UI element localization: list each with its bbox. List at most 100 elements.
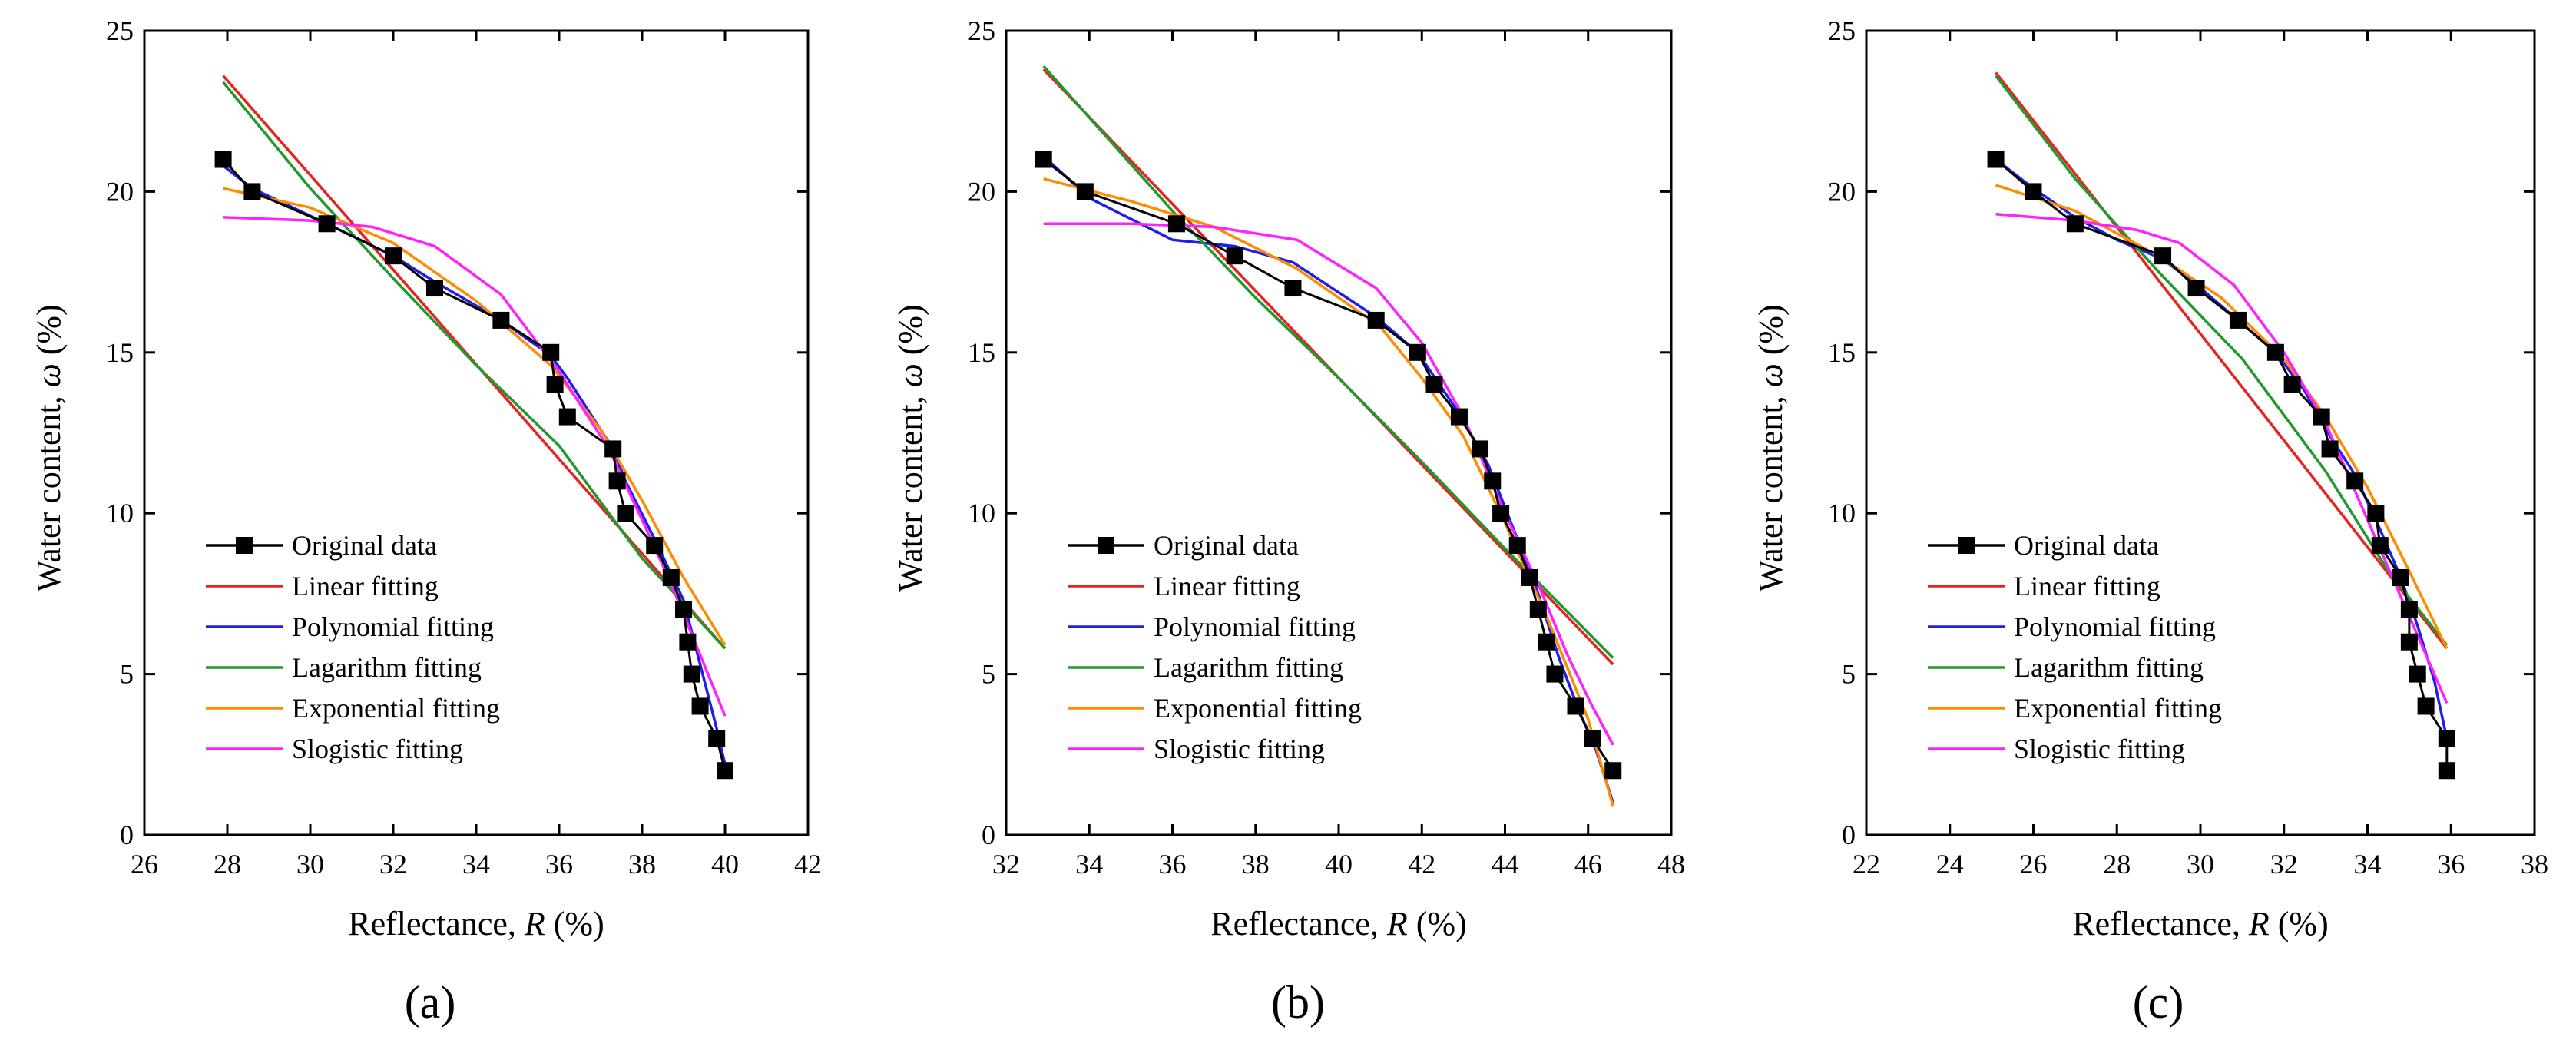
legend-marker [236, 537, 253, 554]
y-axis-title-var: ω [1752, 363, 1790, 387]
data-point [1284, 280, 1302, 297]
data-point [1546, 665, 1564, 683]
y-axis-title-unit: (%) [30, 304, 68, 363]
legend-item: Exponential fitting [206, 693, 500, 724]
x-tick-label: 26 [2020, 849, 2048, 879]
series-linear-fitting [1995, 71, 2449, 650]
y-tick-label: 15 [1828, 337, 1856, 368]
x-tick-label: 34 [2354, 849, 2382, 879]
series-original-data [1035, 151, 1622, 780]
y-tick-label: 10 [1828, 498, 1856, 528]
x-tick-label: 48 [1657, 849, 1685, 879]
data-point [2438, 730, 2455, 747]
data-point [662, 568, 680, 586]
y-tick-label: 25 [106, 15, 134, 46]
x-axis-title-unit: (%) [1408, 905, 1467, 942]
data-point [2229, 311, 2247, 329]
legend-item: Linear fitting [1928, 571, 2160, 601]
data-point [617, 505, 634, 522]
x-tick-label: 26 [131, 849, 158, 879]
legend-item: Original data [206, 530, 437, 561]
data-point [2283, 376, 2301, 393]
series-original-data [214, 151, 733, 780]
y-tick-label: 20 [1828, 176, 1856, 207]
data-point [1987, 151, 2005, 168]
y-axis-title: Water content, ω (%) [1752, 304, 1790, 592]
series-original-data [1987, 151, 2455, 780]
legend-label: Slogistic fitting [1154, 734, 1325, 764]
x-tick-label: 36 [1159, 849, 1187, 879]
y-tick-label: 5 [982, 659, 995, 690]
x-tick-label: 38 [1242, 849, 1270, 879]
x-tick-label: 28 [2103, 849, 2131, 879]
legend-item: Exponential fitting [1068, 693, 1362, 724]
x-tick-label: 34 [462, 849, 490, 879]
x-tick-label: 40 [711, 849, 739, 879]
y-axis-title-text: Water content, [1752, 387, 1790, 591]
x-tick-label: 32 [2270, 849, 2298, 879]
data-point [214, 151, 232, 168]
x-tick-label: 28 [214, 849, 241, 879]
data-point [1538, 633, 1555, 651]
legend-item: Linear fitting [206, 571, 439, 601]
y-tick-label: 20 [968, 176, 995, 207]
data-point [1584, 730, 1601, 747]
data-point [1472, 440, 1489, 458]
legend-item: Lagarithm fitting [1928, 652, 2204, 683]
data-point [1529, 601, 1547, 618]
data-point [2187, 280, 2205, 297]
y-tick-label: 10 [106, 498, 134, 528]
legend-label: Slogistic fitting [292, 734, 463, 764]
legend-label: Polynomial fitting [1154, 611, 1356, 642]
series-line-lagarithm-fitting [1042, 65, 1614, 659]
y-tick-label: 25 [968, 15, 995, 46]
x-axis-title-var: R [1386, 905, 1408, 942]
legend-marker [1098, 537, 1114, 554]
data-point [679, 633, 697, 651]
legend-item: Slogistic fitting [1068, 734, 1325, 764]
x-axis-title: Reflectance, R (%) [2072, 905, 2328, 942]
data-point [2154, 247, 2172, 265]
x-axis-title-text: Reflectance, [348, 905, 525, 942]
legend-label: Original data [292, 530, 437, 561]
y-tick-label: 15 [968, 337, 995, 368]
legend-item: Slogistic fitting [206, 734, 463, 764]
data-point [2400, 601, 2418, 618]
legend-label: Lagarithm fitting [292, 652, 482, 683]
x-tick-label: 38 [2521, 849, 2548, 879]
x-axis-title-text: Reflectance, [2072, 905, 2249, 942]
legend-item: Linear fitting [1068, 571, 1300, 601]
data-point [646, 537, 664, 555]
y-axis-ticks: 0 5 10 15 20 25 [106, 15, 808, 850]
data-point [1492, 505, 1510, 522]
x-tick-label: 32 [379, 849, 407, 879]
y-axis-ticks: 0 5 10 15 20 25 [1828, 15, 2535, 850]
y-axis-title: Water content, ω (%) [30, 304, 68, 592]
legend-item: Polynomial fitting [1928, 611, 2216, 642]
data-point [1567, 697, 1584, 715]
data-point [1484, 472, 1502, 490]
y-axis-title-text: Water content, [30, 387, 68, 591]
data-point [426, 280, 443, 297]
y-tick-label: 0 [120, 820, 134, 850]
x-axis-title-var: R [2248, 905, 2270, 942]
y-tick-label: 15 [106, 337, 134, 368]
series-line-exponential-fitting [223, 187, 727, 646]
data-point [1367, 311, 1385, 329]
series-line-exponential-fitting [1043, 177, 1614, 807]
series-lagarithm-fitting [1042, 65, 1614, 659]
data-point [2266, 343, 2284, 361]
data-point [2400, 633, 2418, 651]
legend-label: Lagarithm fitting [2014, 652, 2204, 683]
legend-label: Exponential fitting [2014, 693, 2222, 724]
chart-panel-b: 32 34 36 38 40 42 44 46 48 0 5 10 15 20 25 Reflectance,… [892, 15, 1685, 1028]
x-axis-title-var: R [524, 905, 545, 942]
y-axis-title: Water content, ω (%) [892, 304, 929, 592]
data-point [2321, 440, 2339, 458]
data-point [708, 730, 726, 747]
data-point [2346, 472, 2364, 490]
data-point [318, 215, 336, 233]
data-point [1409, 343, 1426, 361]
legend-label: Lagarithm fitting [1154, 652, 1343, 683]
x-tick-label: 32 [992, 849, 1020, 879]
